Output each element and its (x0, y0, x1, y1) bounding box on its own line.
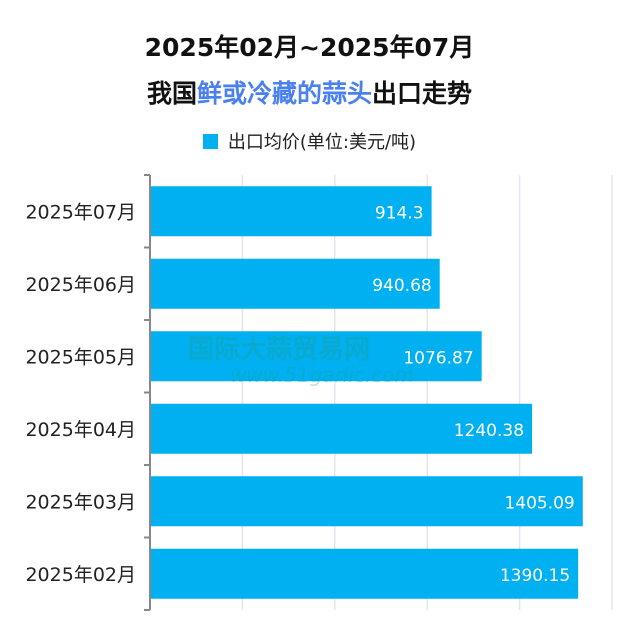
chart-subtitle: 我国鲜或冷藏的蒜头出口走势 (0, 74, 619, 110)
bar (151, 258, 440, 309)
legend-swatch (202, 134, 218, 149)
category-label: 2025年06月 (25, 274, 136, 296)
category-label: 2025年07月 (25, 201, 136, 223)
bar (151, 476, 583, 527)
watermark-logo: 国际大蒜贸易网 (188, 335, 370, 365)
data-label: 1405.09 (504, 493, 574, 513)
data-label: 940.68 (372, 276, 431, 296)
subtitle-suffix: 出口走势 (372, 79, 473, 108)
bar (151, 403, 533, 454)
subtitle-prefix: 我国 (146, 79, 197, 108)
bar (151, 186, 432, 237)
legend-label: 出口均价(单位:美元/吨) (227, 132, 417, 153)
data-label: 1076.87 (403, 348, 473, 368)
watermark-url: www.51garlic.com (230, 363, 414, 387)
bar (151, 331, 482, 382)
data-label: 914.3 (375, 203, 424, 223)
data-label: 1390.15 (500, 566, 570, 586)
category-label: 2025年03月 (25, 491, 136, 513)
legend[interactable]: 出口均价(单位:美元/吨) (0, 128, 619, 154)
data-label: 1240.38 (454, 421, 524, 441)
subtitle-highlight: 鲜或冷藏的蒜头 (196, 79, 372, 108)
category-label: 2025年02月 (25, 564, 136, 586)
chart-title: 2025年02月~2025年07月 (144, 33, 475, 62)
bar (151, 548, 579, 599)
category-label: 2025年05月 (25, 346, 136, 368)
category-label: 2025年04月 (25, 419, 136, 441)
